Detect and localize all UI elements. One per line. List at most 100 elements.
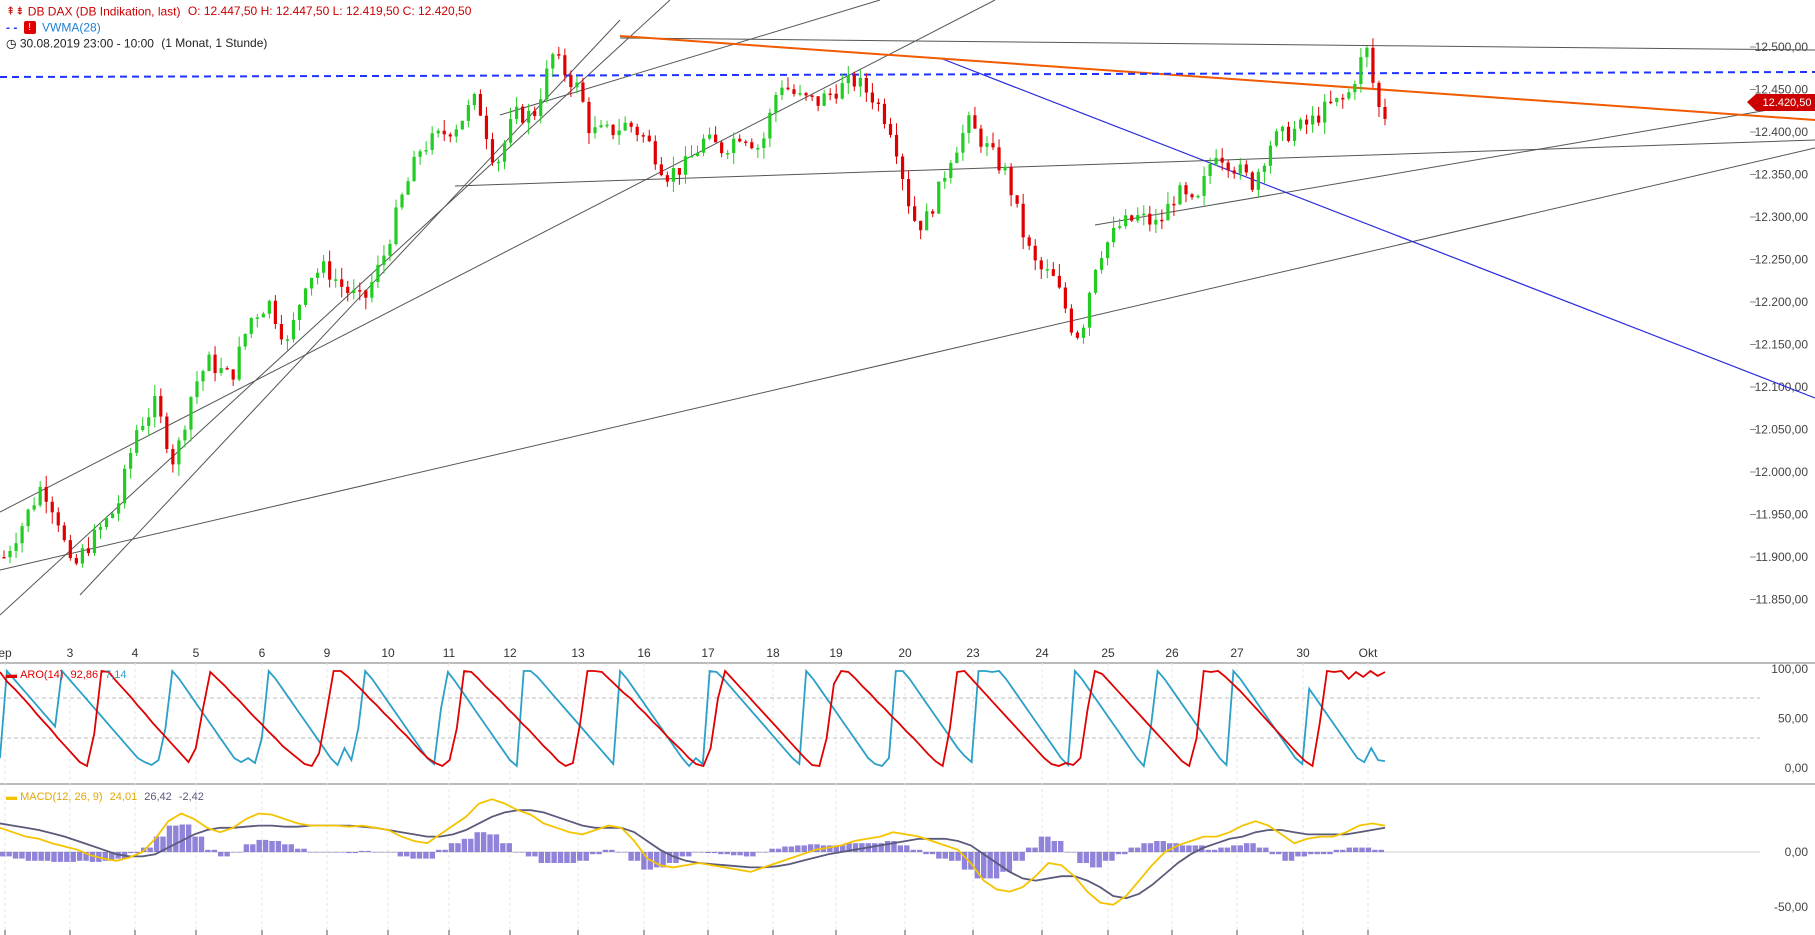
indicator-header[interactable]: - - ! VWMA(28) xyxy=(6,20,101,35)
macd-header[interactable]: ▬ MACD(12, 26, 9) 24,01 26,42 -2,42 xyxy=(6,790,204,805)
candle-body xyxy=(1292,128,1297,141)
histogram-bar xyxy=(589,852,596,855)
histogram-bar xyxy=(211,849,218,852)
candle-body xyxy=(285,339,290,341)
x-label: 17 xyxy=(701,646,715,660)
histogram-bar xyxy=(1019,852,1025,861)
histogram-bar xyxy=(641,852,647,870)
candle-body xyxy=(828,93,832,96)
candle-body xyxy=(454,129,458,137)
candle-body xyxy=(1190,194,1194,198)
histogram-bar xyxy=(1057,841,1064,852)
aroon-up-line[interactable] xyxy=(0,669,1386,768)
candle-body xyxy=(177,440,181,465)
candle-body xyxy=(695,152,700,157)
histogram-bar xyxy=(795,845,801,852)
candle-body xyxy=(1009,166,1013,196)
histogram-bar xyxy=(910,849,916,852)
histogram-bar xyxy=(827,845,833,852)
candle-body xyxy=(189,397,193,430)
candle-body xyxy=(62,525,66,541)
trendline-steep-2[interactable] xyxy=(79,19,621,596)
aroon-axis-labels: 100,00 50,00 0,00 xyxy=(1771,662,1808,775)
candle-body xyxy=(165,416,169,450)
histogram-bar xyxy=(51,852,57,862)
trendline-rising[interactable] xyxy=(1094,101,1815,226)
x-label: 13 xyxy=(571,646,585,660)
histogram-bar xyxy=(577,852,583,861)
candle-body xyxy=(1045,269,1049,271)
candle-body xyxy=(1238,164,1242,174)
trendline-orange[interactable] xyxy=(619,35,1815,121)
candle-body xyxy=(780,87,784,96)
histogram-bar xyxy=(1372,849,1378,852)
candle-body xyxy=(1027,237,1031,246)
candle-body xyxy=(810,95,814,97)
x-label: 3 xyxy=(67,646,74,660)
histogram-bar xyxy=(500,843,506,852)
aroon-header[interactable]: ▬ ARO(14) 92,86 7,14 xyxy=(6,668,127,683)
histogram-bar xyxy=(230,852,237,853)
trendline-long-support[interactable] xyxy=(0,147,1815,571)
macd-axis-label: -50,00 xyxy=(1774,900,1808,914)
candle-body xyxy=(56,512,60,526)
macd-histogram[interactable] xyxy=(0,824,1384,879)
candle-body xyxy=(328,261,332,280)
candle-body xyxy=(937,181,941,214)
histogram-bar xyxy=(250,844,256,852)
candle-body xyxy=(587,101,591,134)
candle-body xyxy=(913,206,917,221)
histogram-bar xyxy=(282,844,288,852)
histogram-bar xyxy=(275,841,282,852)
candle-body xyxy=(104,517,109,528)
histogram-bar xyxy=(1122,852,1128,855)
histogram-bar xyxy=(128,852,134,854)
candle-body xyxy=(406,181,410,195)
candle-body xyxy=(1335,97,1339,103)
histogram-bar xyxy=(666,852,673,863)
histogram-bar xyxy=(44,852,51,861)
histogram-bar xyxy=(218,852,224,857)
histogram-bar xyxy=(936,852,942,859)
candle-body xyxy=(919,220,923,231)
histogram-bar xyxy=(679,852,686,857)
histogram-bar xyxy=(801,845,807,852)
x-label: 26 xyxy=(1165,646,1179,660)
candle-body xyxy=(1136,215,1140,221)
x-label: 11 xyxy=(443,646,456,660)
histogram-bar xyxy=(929,852,936,855)
histogram-bar xyxy=(1327,852,1333,855)
trendline-top[interactable] xyxy=(619,37,1815,51)
candle-body xyxy=(370,282,374,298)
histogram-bar xyxy=(981,852,987,879)
x-label: 9 xyxy=(324,646,331,660)
period-header[interactable]: ◷ 30.08.2019 23:00 - 10:00 (1 Monat, 1 S… xyxy=(6,36,267,51)
candle-body xyxy=(527,110,531,123)
candle-body xyxy=(659,164,663,176)
candlesticks[interactable] xyxy=(2,38,1387,568)
trendline-channel-2[interactable] xyxy=(499,0,881,116)
trendline-steep-1[interactable] xyxy=(0,0,671,616)
macd-line[interactable] xyxy=(0,798,1386,906)
histogram-bar xyxy=(359,850,365,852)
price-label: 12.050,00 xyxy=(1755,423,1809,437)
instrument-header[interactable]: ⇞⇟ DB DAX (DB Indikation, last) O: 12.44… xyxy=(6,4,471,19)
histogram-bar xyxy=(1064,852,1070,853)
vwma-line[interactable] xyxy=(0,71,1815,78)
histogram-bar xyxy=(718,852,724,855)
candle-body xyxy=(647,135,651,142)
histogram-bar xyxy=(1013,852,1019,861)
trendline-neckline[interactable] xyxy=(454,139,1815,187)
histogram-bar xyxy=(737,852,743,856)
trendline-blue[interactable] xyxy=(939,57,1815,399)
histogram-bar xyxy=(782,846,788,852)
candle-body xyxy=(74,557,78,564)
histogram-bar xyxy=(769,848,775,852)
x-grid xyxy=(4,663,1369,935)
trendlines[interactable] xyxy=(0,0,1815,616)
candle-body xyxy=(707,134,712,139)
histogram-bar xyxy=(1320,852,1327,855)
macd-signal-line[interactable] xyxy=(0,809,1386,900)
histogram-bar xyxy=(1346,847,1352,852)
